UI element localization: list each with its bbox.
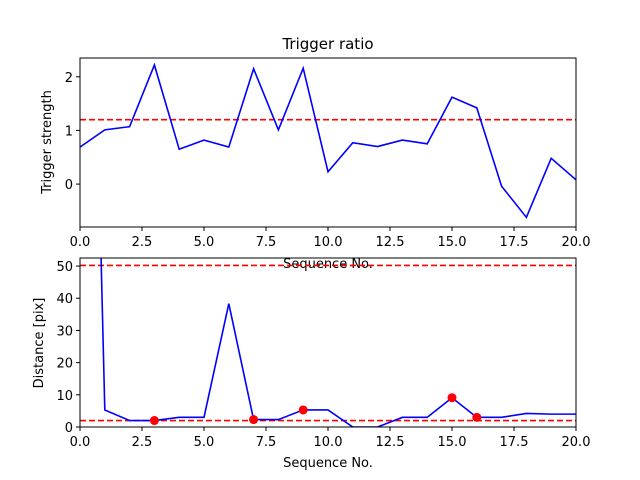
top-chart-xtick-label: 12.5 (376, 235, 405, 250)
bottom-chart-xtick-label: 20.0 (562, 435, 591, 450)
bottom-chart-xticks: 0.0 2.5 5.0 7.5 10.0 12.5 15.0 17.5 20.0 (70, 427, 591, 450)
top-chart-xtick-label: 2.5 (132, 235, 153, 250)
bottom-chart-ylabel: Distance [pix] (32, 298, 47, 389)
top-chart-xtick-label: 7.5 (256, 235, 277, 250)
bottom-chart-marker-point (472, 412, 482, 422)
top-chart-xtick-label: 10.0 (314, 235, 343, 250)
top-chart-xtick-label: 15.0 (438, 235, 467, 250)
label-overlap-mask (270, 250, 390, 257)
bottom-chart-threshold-lines (80, 264, 576, 422)
bottom-chart-ytick-label: 30 (56, 324, 73, 339)
top-chart-xticks: 0.0 2.5 5.0 7.5 10.0 12.5 15.0 17.5 20.0 (70, 227, 591, 250)
top-chart-series-line-0 (80, 62, 576, 219)
bottom-chart-marker-point (447, 393, 457, 403)
bottom-chart-yticks: 0 10 20 30 40 50 (56, 260, 80, 436)
bottom-chart-ytick-label: 10 (56, 389, 73, 404)
bottom-chart-ytick-label: 40 (56, 292, 73, 307)
bottom-chart-ytick-label: 20 (56, 357, 73, 372)
top-chart-ytick-label: 1 (65, 124, 73, 139)
bottom-chart-xtick-label: 2.5 (132, 435, 153, 450)
bottom-chart-series (100, 258, 576, 427)
bottom-chart-series-line-0 (100, 258, 576, 427)
top-chart: Trigger ratio Trigger strength Sequence … (40, 35, 590, 272)
bottom-chart-xtick-label: 7.5 (256, 435, 277, 450)
bottom-chart-marker-point (249, 415, 259, 425)
bottom-chart-xtick-label: 17.5 (500, 435, 529, 450)
bottom-chart: Distance [pix] Sequence No. 0.0 2.5 5.0 7.5… (32, 257, 591, 471)
bottom-chart-xlabel: Sequence No. (283, 456, 373, 471)
bottom-chart-xtick-label: 10.0 (314, 435, 343, 450)
top-chart-ylabel: Trigger strength (40, 90, 55, 195)
top-chart-ytick-label: 0 (65, 178, 73, 193)
bottom-chart-ytick-label: 50 (56, 260, 73, 275)
top-chart-xlabel: Sequence No. (283, 257, 373, 272)
top-chart-xtick-label: 20.0 (562, 235, 591, 250)
top-chart-yticks: 0 1 2 (65, 71, 80, 193)
bottom-chart-xtick-label: 12.5 (376, 435, 405, 450)
bottom-chart-xtick-label: 15.0 (438, 435, 467, 450)
top-chart-ytick-label: 2 (65, 71, 73, 86)
bottom-chart-markers (149, 393, 482, 426)
top-chart-xtick-label: 5.0 (194, 235, 215, 250)
top-chart-xtick-label: 17.5 (500, 235, 529, 250)
top-chart-series (80, 62, 576, 219)
bottom-chart-xtick-label: 0.0 (70, 435, 91, 450)
bottom-chart-marker-point (298, 405, 308, 415)
top-chart-xtick-label: 0.0 (70, 235, 91, 250)
top-chart-title: Trigger ratio (281, 35, 373, 53)
bottom-chart-ytick-label: 0 (65, 421, 73, 436)
bottom-chart-xtick-label: 5.0 (194, 435, 215, 450)
bottom-chart-marker-point (149, 416, 159, 426)
